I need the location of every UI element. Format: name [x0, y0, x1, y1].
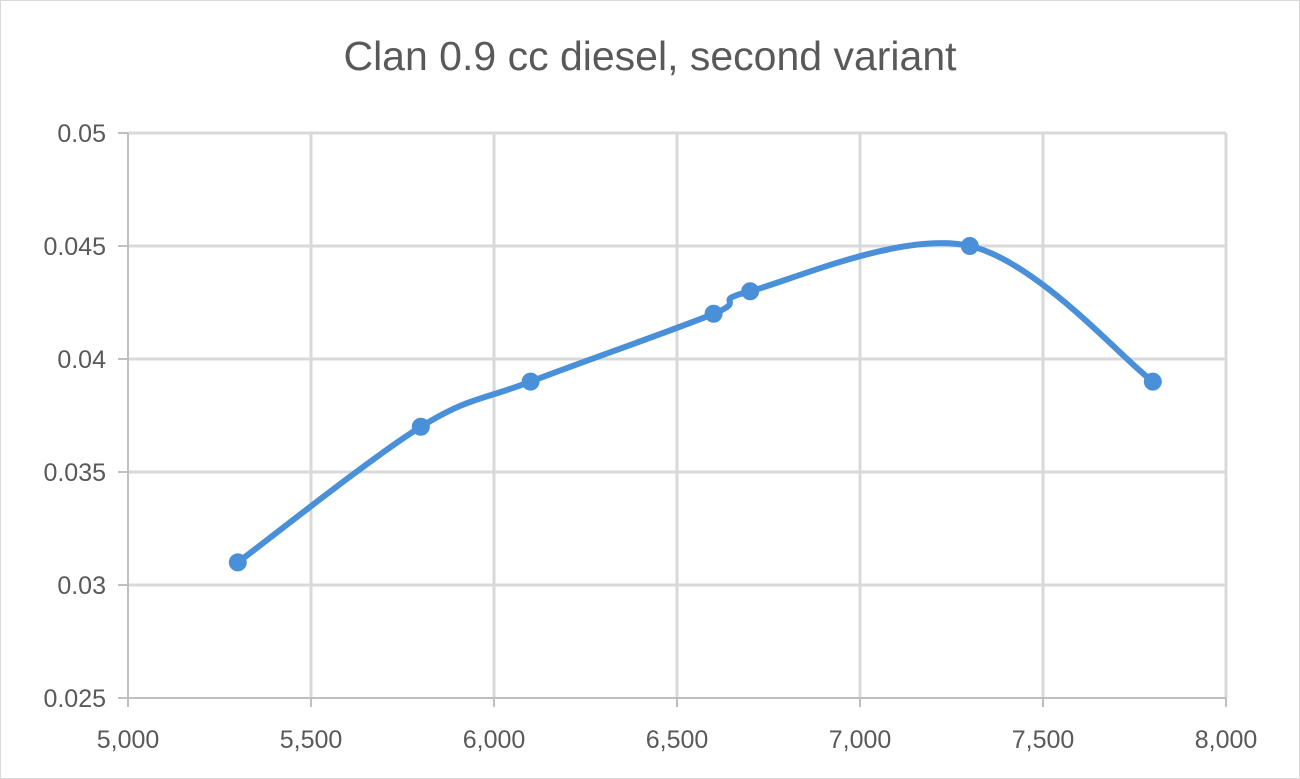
- x-tick-label: 7,000: [829, 726, 892, 754]
- chart-title: Clan 0.9 cc diesel, second variant: [343, 33, 957, 79]
- y-tick-label: 0.025: [43, 685, 106, 713]
- data-point-marker: [741, 282, 760, 301]
- y-tick-label: 0.045: [43, 233, 106, 261]
- y-tick-label: 0.035: [43, 459, 106, 487]
- x-tick-label: 6,000: [463, 726, 526, 754]
- data-point-marker: [521, 372, 540, 391]
- data-point-marker: [1143, 372, 1162, 391]
- series-line: [234, 240, 1156, 566]
- x-tick-label: 6,500: [646, 726, 709, 754]
- y-tick-label: 0.04: [57, 346, 106, 374]
- x-tick-label: 5,000: [97, 726, 160, 754]
- data-point-marker: [228, 553, 247, 572]
- data-point-marker: [704, 304, 723, 323]
- x-tick-label: 8,000: [1195, 726, 1258, 754]
- y-tick-label: 0.05: [57, 120, 106, 148]
- tick-labels: 5,000 5,500 6,000 6,500 7,000 7,500 8,000 0.025…: [43, 120, 1257, 754]
- y-tick-label: 0.03: [57, 572, 106, 600]
- data-point-marker: [411, 417, 430, 436]
- grid-layer: [128, 131, 1228, 698]
- x-tick-label: 5,500: [280, 726, 343, 754]
- axis-layer: [118, 132, 1227, 707]
- series-layer: [228, 237, 1162, 572]
- data-point-marker: [960, 237, 979, 255]
- x-tick-label: 7,500: [1012, 726, 1075, 754]
